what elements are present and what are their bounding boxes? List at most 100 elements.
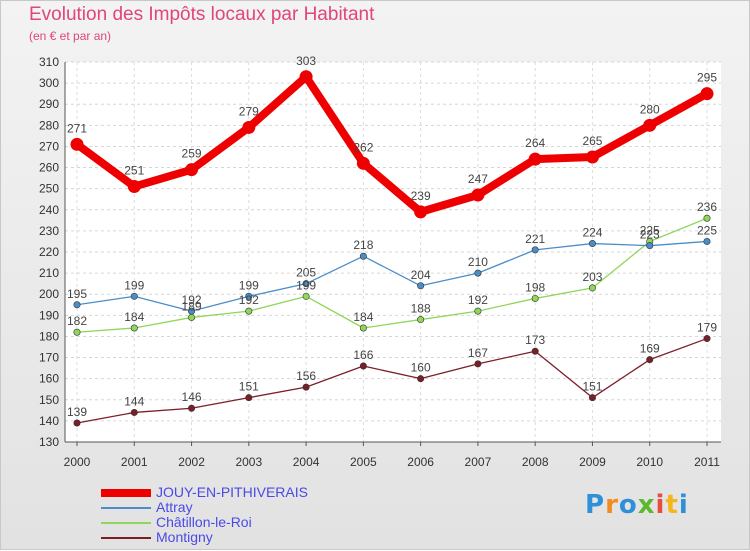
data-point <box>417 282 425 290</box>
x-tick-label: 2002 <box>178 455 205 469</box>
data-label: 166 <box>353 348 373 362</box>
data-point <box>73 419 81 427</box>
data-point <box>73 301 81 309</box>
data-label: 225 <box>697 223 717 237</box>
data-label: 179 <box>697 321 717 335</box>
x-tick-label: 2010 <box>636 455 663 469</box>
data-point <box>528 152 542 166</box>
y-tick-label: 240 <box>39 203 59 217</box>
data-label: 195 <box>67 287 87 301</box>
x-tick-label: 2006 <box>407 455 434 469</box>
chart-title: Evolution des Impôts locaux par Habitant <box>29 4 375 25</box>
logo-letter: x <box>637 490 656 520</box>
data-label: 184 <box>353 310 373 324</box>
data-label: 271 <box>67 121 87 135</box>
data-label: 303 <box>296 54 316 68</box>
data-point <box>245 394 253 402</box>
data-label: 169 <box>640 342 660 356</box>
data-label: 192 <box>468 293 488 307</box>
data-point <box>703 335 711 343</box>
data-label: 218 <box>353 238 373 252</box>
legend-label: Montigny <box>156 529 213 545</box>
data-point <box>242 120 256 134</box>
series-line <box>74 72 709 216</box>
data-label: 264 <box>525 136 545 150</box>
legend-label: Châtillon-le-Roi <box>156 514 252 530</box>
data-point <box>302 280 310 288</box>
data-point <box>531 246 539 254</box>
data-point <box>474 360 482 368</box>
y-tick-label: 170 <box>39 351 59 365</box>
logo-letter: o <box>618 490 638 520</box>
data-point <box>588 394 596 402</box>
data-point <box>185 163 199 177</box>
data-point <box>471 188 485 202</box>
data-point <box>474 269 482 277</box>
data-point <box>474 307 482 315</box>
data-point <box>588 240 596 248</box>
logo-letter: P <box>585 490 606 520</box>
data-point <box>73 328 81 336</box>
logo-letter: t <box>665 490 679 520</box>
proxiti-logo: Proxiti <box>585 490 689 520</box>
data-label: 205 <box>296 266 316 280</box>
data-label: 182 <box>67 314 87 328</box>
x-tick-label: 2008 <box>522 455 549 469</box>
data-point <box>417 375 425 383</box>
data-point <box>531 294 539 302</box>
legend-swatch <box>101 507 151 509</box>
data-point <box>127 180 141 194</box>
y-tick-label: 130 <box>39 435 59 449</box>
logo-letter: i <box>678 490 689 520</box>
data-point <box>299 70 313 84</box>
x-tick-label: 2004 <box>293 455 320 469</box>
x-tick-label: 2001 <box>121 455 148 469</box>
logo-letter: r <box>605 490 619 520</box>
data-label: 156 <box>296 369 316 383</box>
data-label: 184 <box>124 310 144 324</box>
data-point <box>130 324 138 332</box>
data-label: 210 <box>468 255 488 269</box>
y-tick-label: 260 <box>39 161 59 175</box>
data-point <box>703 214 711 222</box>
data-label: 199 <box>296 278 316 292</box>
data-label: 192 <box>182 293 202 307</box>
data-point <box>588 284 596 292</box>
data-label: 247 <box>468 172 488 186</box>
data-label: 173 <box>525 333 545 347</box>
data-label: 151 <box>582 380 602 394</box>
data-point <box>417 316 425 324</box>
data-point <box>646 242 654 250</box>
data-label: 265 <box>582 134 602 148</box>
data-point <box>302 292 310 300</box>
data-point <box>585 150 599 164</box>
data-label: 199 <box>124 278 144 292</box>
y-tick-label: 190 <box>39 308 59 322</box>
legend-label: Attray <box>156 499 193 515</box>
legend-swatch <box>101 489 151 497</box>
data-label: 204 <box>411 268 431 282</box>
data-point <box>245 307 253 315</box>
data-point <box>359 252 367 260</box>
legend-label: JOUY-EN-PITHIVERAIS <box>156 484 308 500</box>
data-label: 146 <box>182 390 202 404</box>
data-label: 223 <box>640 228 660 242</box>
data-label: 262 <box>353 140 373 154</box>
data-point <box>188 307 196 315</box>
data-point <box>643 118 657 132</box>
y-tick-label: 140 <box>39 414 59 428</box>
data-label: 280 <box>640 102 660 116</box>
data-label: 221 <box>525 232 545 246</box>
data-point <box>188 313 196 321</box>
y-tick-label: 250 <box>39 182 59 196</box>
x-tick-label: 2003 <box>235 455 262 469</box>
data-point <box>130 408 138 416</box>
data-label: 139 <box>67 405 87 419</box>
y-tick-label: 270 <box>39 139 59 153</box>
data-label: 251 <box>124 164 144 178</box>
data-label: 188 <box>411 302 431 316</box>
logo-letter: i <box>655 490 666 520</box>
data-point <box>359 362 367 370</box>
